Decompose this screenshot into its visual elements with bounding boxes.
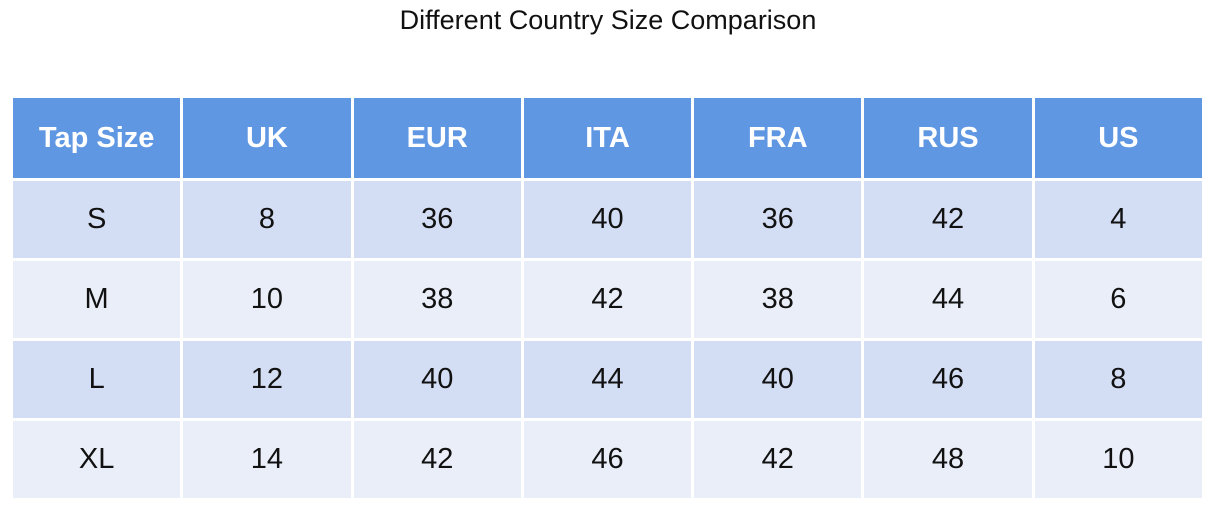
size-value: 8	[180, 178, 354, 261]
table-row: M 10 38 42 38 44 6	[9, 258, 1206, 341]
size-value: 42	[520, 258, 695, 341]
size-table: Tap Size UK EUR ITA FRA RUS US S 8 36 40 36 42 4 M 10 3…	[9, 95, 1206, 501]
size-value: 6	[1031, 258, 1206, 341]
header-row: Tap Size UK EUR ITA FRA RUS US	[9, 95, 1206, 181]
size-value: 4	[1031, 178, 1206, 261]
column-header: UK	[180, 95, 354, 181]
size-value: 10	[1031, 418, 1206, 501]
size-value: 44	[520, 338, 695, 421]
column-header: ITA	[520, 95, 695, 181]
size-value: 46	[520, 418, 695, 501]
size-label: L	[9, 338, 184, 421]
size-label: XL	[9, 418, 184, 501]
size-label: S	[9, 178, 184, 261]
table-body: S 8 36 40 36 42 4 M 10 38 42 38 44 6 L 12 40 44 40 46 8 XL 14 4…	[9, 178, 1206, 501]
size-value: 36	[691, 178, 865, 261]
size-value: 40	[350, 338, 524, 421]
size-value: 42	[861, 178, 1035, 261]
title: Different Country Size Comparison	[399, 5, 817, 35]
size-value: 40	[520, 178, 695, 261]
size-value: 36	[350, 178, 524, 261]
size-value: 12	[180, 338, 354, 421]
size-value: 38	[691, 258, 865, 341]
table-row: S 8 36 40 36 42 4	[9, 178, 1206, 261]
size-label: M	[9, 258, 184, 341]
column-header: EUR	[350, 95, 524, 181]
size-value: 46	[861, 338, 1035, 421]
size-value: 14	[180, 418, 354, 501]
size-value: 40	[691, 338, 865, 421]
size-value: 42	[691, 418, 865, 501]
table-row: L 12 40 44 40 46 8	[9, 338, 1206, 421]
size-value: 44	[861, 258, 1035, 341]
column-header: Tap Size	[9, 95, 184, 181]
column-header: FRA	[691, 95, 865, 181]
size-value: 8	[1031, 338, 1206, 421]
size-value: 48	[861, 418, 1035, 501]
table-header: Tap Size UK EUR ITA FRA RUS US	[9, 95, 1206, 181]
column-header: RUS	[861, 95, 1035, 181]
column-header: US	[1031, 95, 1206, 181]
size-value: 38	[350, 258, 524, 341]
size-value: 10	[180, 258, 354, 341]
table-row: XL 14 42 46 42 48 10	[9, 418, 1206, 501]
size-value: 42	[350, 418, 524, 501]
